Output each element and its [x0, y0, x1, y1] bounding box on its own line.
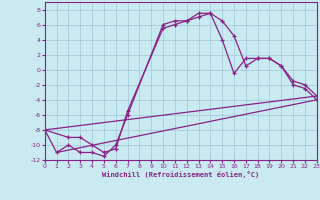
X-axis label: Windchill (Refroidissement éolien,°C): Windchill (Refroidissement éolien,°C) [102, 171, 260, 178]
